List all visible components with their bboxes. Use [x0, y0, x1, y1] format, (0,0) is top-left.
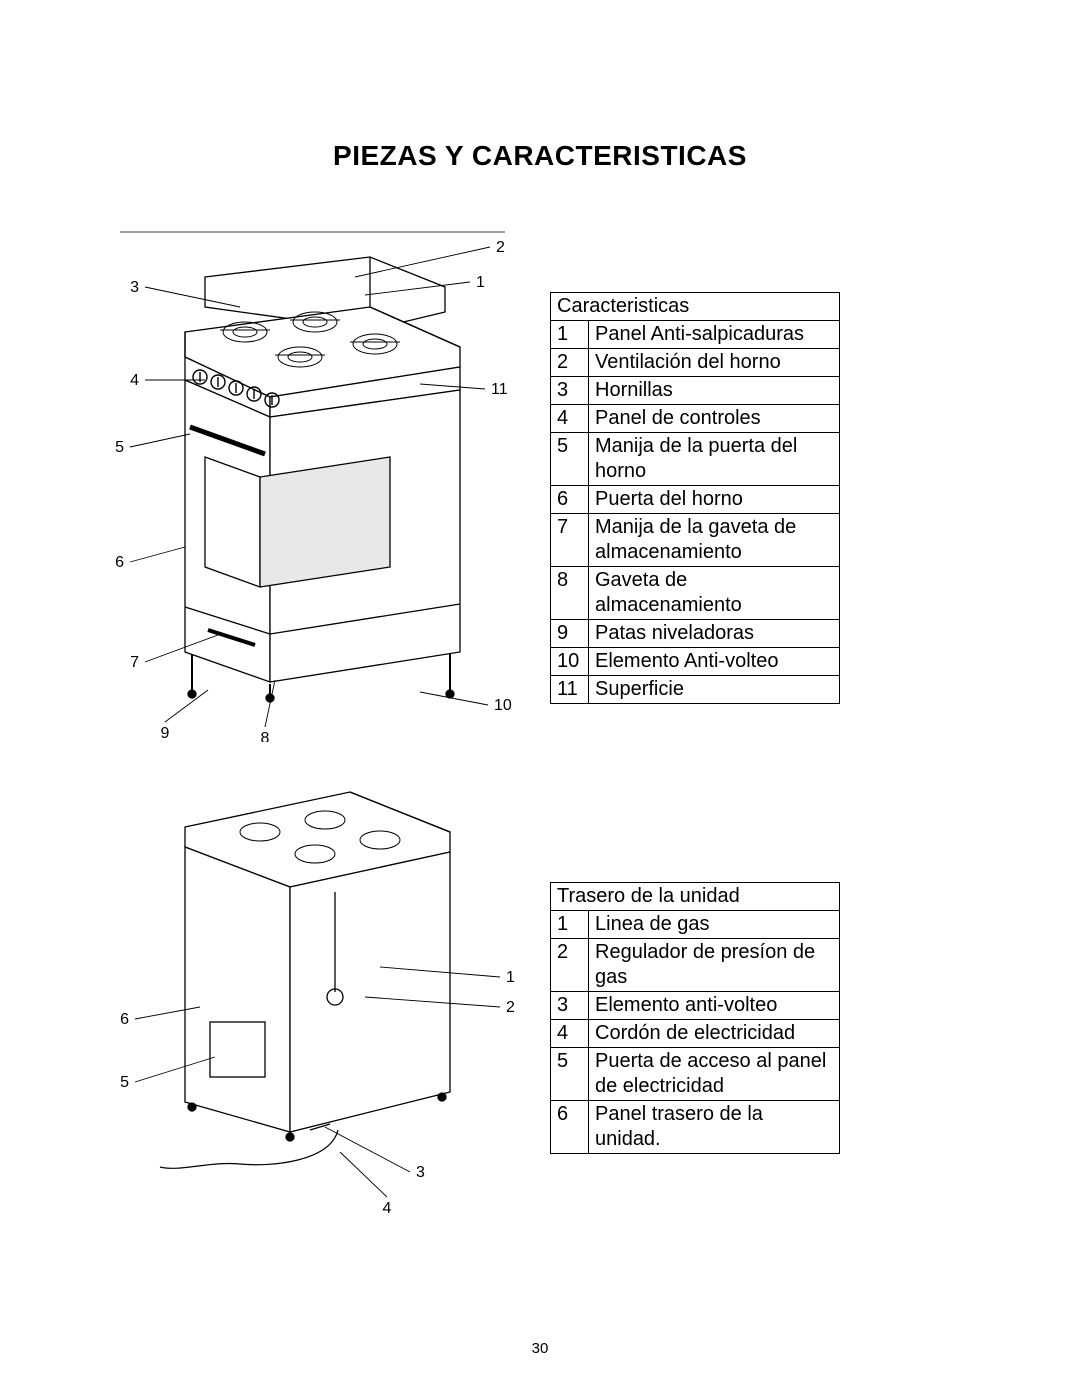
row-number: 5 [551, 433, 589, 486]
callout-number: 5 [115, 439, 124, 456]
row-number: 5 [551, 1048, 589, 1101]
row-label: Hornillas [589, 377, 840, 405]
row-number: 1 [551, 321, 589, 349]
row-label: Manija de la gaveta de almacenamiento [589, 514, 840, 567]
table1-header: Caracteristicas [551, 293, 840, 321]
table-row: 7Manija de la gaveta de almacenamiento [551, 514, 840, 567]
row-number: 3 [551, 992, 589, 1020]
row-label: Panel de controles [589, 405, 840, 433]
row-label: Cordón de electricidad [589, 1020, 840, 1048]
callout-number: 6 [115, 554, 124, 571]
row-number: 1 [551, 911, 589, 939]
callout-number: 6 [120, 1011, 129, 1028]
callout-number: 11 [491, 381, 508, 398]
row-number: 8 [551, 567, 589, 620]
row-number: 6 [551, 1101, 589, 1154]
table-row: 1Linea de gas [551, 911, 840, 939]
row-number: 7 [551, 514, 589, 567]
row-label: Puerta de acceso al panel de electricida… [589, 1048, 840, 1101]
callout-number: 2 [506, 999, 515, 1016]
row-label: Elemento anti-volteo [589, 992, 840, 1020]
table-row: 2Ventilación del horno [551, 349, 840, 377]
row-label: Puerta del horno [589, 486, 840, 514]
table-row: 4Cordón de electricidad [551, 1020, 840, 1048]
row-number: 11 [551, 676, 589, 704]
table-row: 4Panel de controles [551, 405, 840, 433]
row-number: 2 [551, 349, 589, 377]
callout-number: 4 [130, 372, 139, 389]
table-row: 11Superficie [551, 676, 840, 704]
table2-header: Trasero de la unidad [551, 883, 840, 911]
row-label: Superficie [589, 676, 840, 704]
callout-number: 1 [476, 274, 485, 291]
row-label: Linea de gas [589, 911, 840, 939]
row-number: 9 [551, 620, 589, 648]
row-label: Panel Anti-salpicaduras [589, 321, 840, 349]
callout-number: 8 [261, 730, 270, 742]
row-label: Gaveta de almacenamiento [589, 567, 840, 620]
row-number: 4 [551, 1020, 589, 1048]
callout-number: 5 [120, 1074, 129, 1091]
table-row: 8Gaveta de almacenamiento [551, 567, 840, 620]
row-label: Regulador de presíon de gas [589, 939, 840, 992]
table-row: 3Hornillas [551, 377, 840, 405]
table-row: 3Elemento anti-volteo [551, 992, 840, 1020]
row-label: Manija de la puerta del horno [589, 433, 840, 486]
callout-number: 3 [416, 1164, 425, 1181]
callout-number: 9 [161, 725, 170, 742]
row-number: 6 [551, 486, 589, 514]
row-number: 4 [551, 405, 589, 433]
table-row: 10Elemento Anti-volteo [551, 648, 840, 676]
row-label: Panel trasero de la unidad. [589, 1101, 840, 1154]
row-number: 10 [551, 648, 589, 676]
table-row: 9Patas niveladoras [551, 620, 840, 648]
row-label: Patas niveladoras [589, 620, 840, 648]
features-table: Caracteristicas 1Panel Anti-salpicaduras… [550, 292, 840, 704]
front-section: 1234567891011 Caracteristicas 1Panel Ant… [90, 222, 990, 742]
callout-number: 2 [496, 239, 505, 256]
table-row: 2Regulador de presíon de gas [551, 939, 840, 992]
page-number: 30 [0, 1340, 1080, 1357]
callout-number: 7 [130, 654, 139, 671]
row-number: 2 [551, 939, 589, 992]
row-label: Ventilación del horno [589, 349, 840, 377]
callout-number: 3 [130, 279, 139, 296]
table-row: 6Panel trasero de la unidad. [551, 1101, 840, 1154]
callout-number: 10 [494, 697, 512, 714]
rear-section: 123456 Trasero de la unidad 1Linea de ga… [90, 772, 990, 1222]
callout-number: 1 [506, 969, 515, 986]
table-row: 6Puerta del horno [551, 486, 840, 514]
row-label: Elemento Anti-volteo [589, 648, 840, 676]
front-diagram: 1 2 3 4 5 6 7 8 9 10 11 [90, 222, 530, 742]
callout-number: 4 [383, 1200, 392, 1217]
page-title: PIEZAS Y CARACTERISTICAS [90, 140, 990, 172]
table-row: 5Manija de la puerta del horno [551, 433, 840, 486]
table-row: 5Puerta de acceso al panel de electricid… [551, 1048, 840, 1101]
row-number: 3 [551, 377, 589, 405]
table-row: 1Panel Anti-salpicaduras [551, 321, 840, 349]
rear-diagram: 1 2 3 4 5 6 [90, 772, 530, 1222]
rear-features-table: Trasero de la unidad 1Linea de gas2Regul… [550, 882, 840, 1154]
